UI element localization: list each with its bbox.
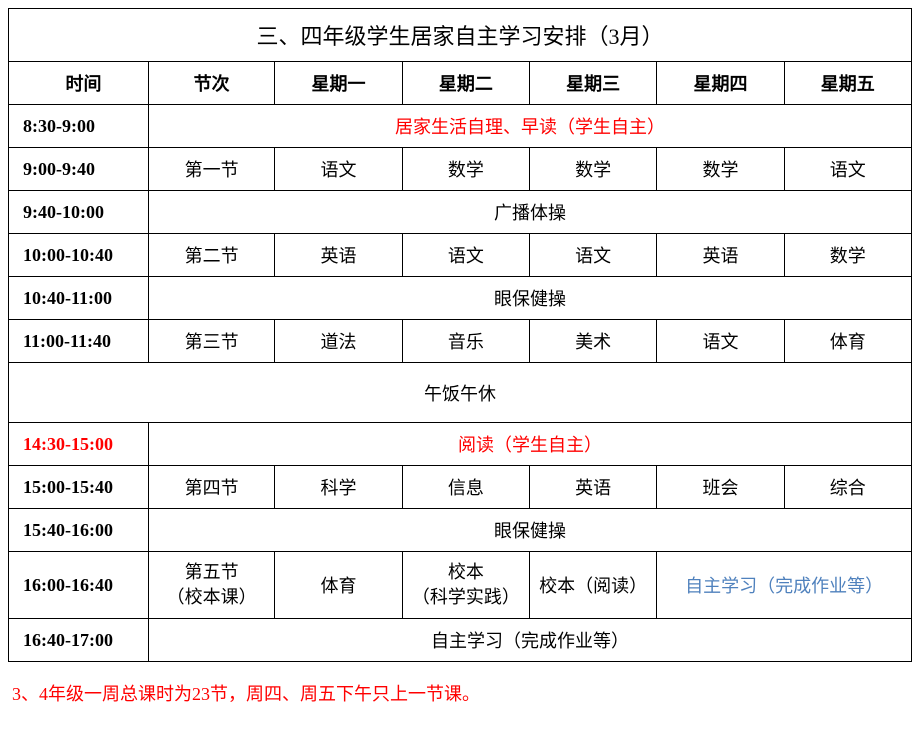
span-cell: 居家生活自理、早读（学生自主） xyxy=(148,105,911,148)
time-cell: 8:30-9:00 xyxy=(9,105,149,148)
subject-cell: 体育 xyxy=(784,320,911,363)
span-cell: 广播体操 xyxy=(148,191,911,234)
subject-cell: 语文 xyxy=(275,148,402,191)
subject-cell: 英语 xyxy=(275,234,402,277)
subject-cell: 校本 （科学实践） xyxy=(402,552,529,619)
period-cell: 第一节 xyxy=(148,148,274,191)
subject-cell: 班会 xyxy=(657,466,784,509)
table-row: 9:00-9:40 第一节 语文 数学 数学 数学 语文 xyxy=(9,148,912,191)
period-cell: 第四节 xyxy=(148,466,274,509)
subject-cell: 数学 xyxy=(784,234,911,277)
time-cell: 16:40-17:00 xyxy=(9,619,149,662)
header-time: 时间 xyxy=(9,62,149,105)
table-row: 16:40-17:00 自主学习（完成作业等） xyxy=(9,619,912,662)
subject-cell: 音乐 xyxy=(402,320,529,363)
span-cell: 阅读（学生自主） xyxy=(148,423,911,466)
table-row: 15:40-16:00 眼保健操 xyxy=(9,509,912,552)
span-cell: 眼保健操 xyxy=(148,277,911,320)
header-fri: 星期五 xyxy=(784,62,911,105)
time-cell: 10:40-11:00 xyxy=(9,277,149,320)
time-cell: 14:30-15:00 xyxy=(9,423,149,466)
table-row: 11:00-11:40 第三节 道法 音乐 美术 语文 体育 xyxy=(9,320,912,363)
table-row: 8:30-9:00 居家生活自理、早读（学生自主） xyxy=(9,105,912,148)
subject-cell: 校本（阅读） xyxy=(529,552,656,619)
subject-cell: 语文 xyxy=(657,320,784,363)
table-row: 午饭午休 xyxy=(9,363,912,423)
subject-line2: （科学实践） xyxy=(412,587,520,607)
subject-cell: 语文 xyxy=(784,148,911,191)
subject-cell: 科学 xyxy=(275,466,402,509)
subject-cell: 美术 xyxy=(529,320,656,363)
subject-cell: 道法 xyxy=(275,320,402,363)
time-cell: 15:40-16:00 xyxy=(9,509,149,552)
period-cell: 第三节 xyxy=(148,320,274,363)
schedule-table: 三、四年级学生居家自主学习安排（3月） 时间 节次 星期一 星期二 星期三 星期… xyxy=(8,8,912,662)
span-cell: 眼保健操 xyxy=(148,509,911,552)
header-row: 时间 节次 星期一 星期二 星期三 星期四 星期五 xyxy=(9,62,912,105)
period-cell: 第二节 xyxy=(148,234,274,277)
subject-cell: 英语 xyxy=(529,466,656,509)
time-cell: 11:00-11:40 xyxy=(9,320,149,363)
table-row: 9:40-10:00 广播体操 xyxy=(9,191,912,234)
lunch-cell: 午饭午休 xyxy=(9,363,912,423)
header-period: 节次 xyxy=(148,62,274,105)
period-line2: （校本课） xyxy=(167,587,257,607)
table-row: 15:00-15:40 第四节 科学 信息 英语 班会 综合 xyxy=(9,466,912,509)
subject-cell: 数学 xyxy=(529,148,656,191)
time-cell: 9:40-10:00 xyxy=(9,191,149,234)
span-cell: 自主学习（完成作业等） xyxy=(148,619,911,662)
time-cell: 15:00-15:40 xyxy=(9,466,149,509)
time-cell: 16:00-16:40 xyxy=(9,552,149,619)
subject-cell: 语文 xyxy=(529,234,656,277)
period-line1: 第五节 xyxy=(185,562,239,582)
footer-note: 3、4年级一周总课时为23节，周四、周五下午只上一节课。 xyxy=(8,662,912,710)
subject-cell: 综合 xyxy=(784,466,911,509)
title-row: 三、四年级学生居家自主学习安排（3月） xyxy=(9,9,912,62)
subject-cell: 数学 xyxy=(657,148,784,191)
self-study-cell: 自主学习（完成作业等） xyxy=(657,552,912,619)
subject-cell: 数学 xyxy=(402,148,529,191)
header-tue: 星期二 xyxy=(402,62,529,105)
period-cell: 第五节 （校本课） xyxy=(148,552,274,619)
table-title: 三、四年级学生居家自主学习安排（3月） xyxy=(9,9,912,62)
header-wed: 星期三 xyxy=(529,62,656,105)
header-thu: 星期四 xyxy=(657,62,784,105)
subject-cell: 语文 xyxy=(402,234,529,277)
time-cell: 10:00-10:40 xyxy=(9,234,149,277)
subject-cell: 体育 xyxy=(275,552,402,619)
header-mon: 星期一 xyxy=(275,62,402,105)
table-row: 16:00-16:40 第五节 （校本课） 体育 校本 （科学实践） 校本（阅读… xyxy=(9,552,912,619)
subject-cell: 英语 xyxy=(657,234,784,277)
table-row: 10:40-11:00 眼保健操 xyxy=(9,277,912,320)
subject-line1: 校本 xyxy=(448,562,484,582)
subject-cell: 信息 xyxy=(402,466,529,509)
table-row: 10:00-10:40 第二节 英语 语文 语文 英语 数学 xyxy=(9,234,912,277)
table-row: 14:30-15:00 阅读（学生自主） xyxy=(9,423,912,466)
time-cell: 9:00-9:40 xyxy=(9,148,149,191)
